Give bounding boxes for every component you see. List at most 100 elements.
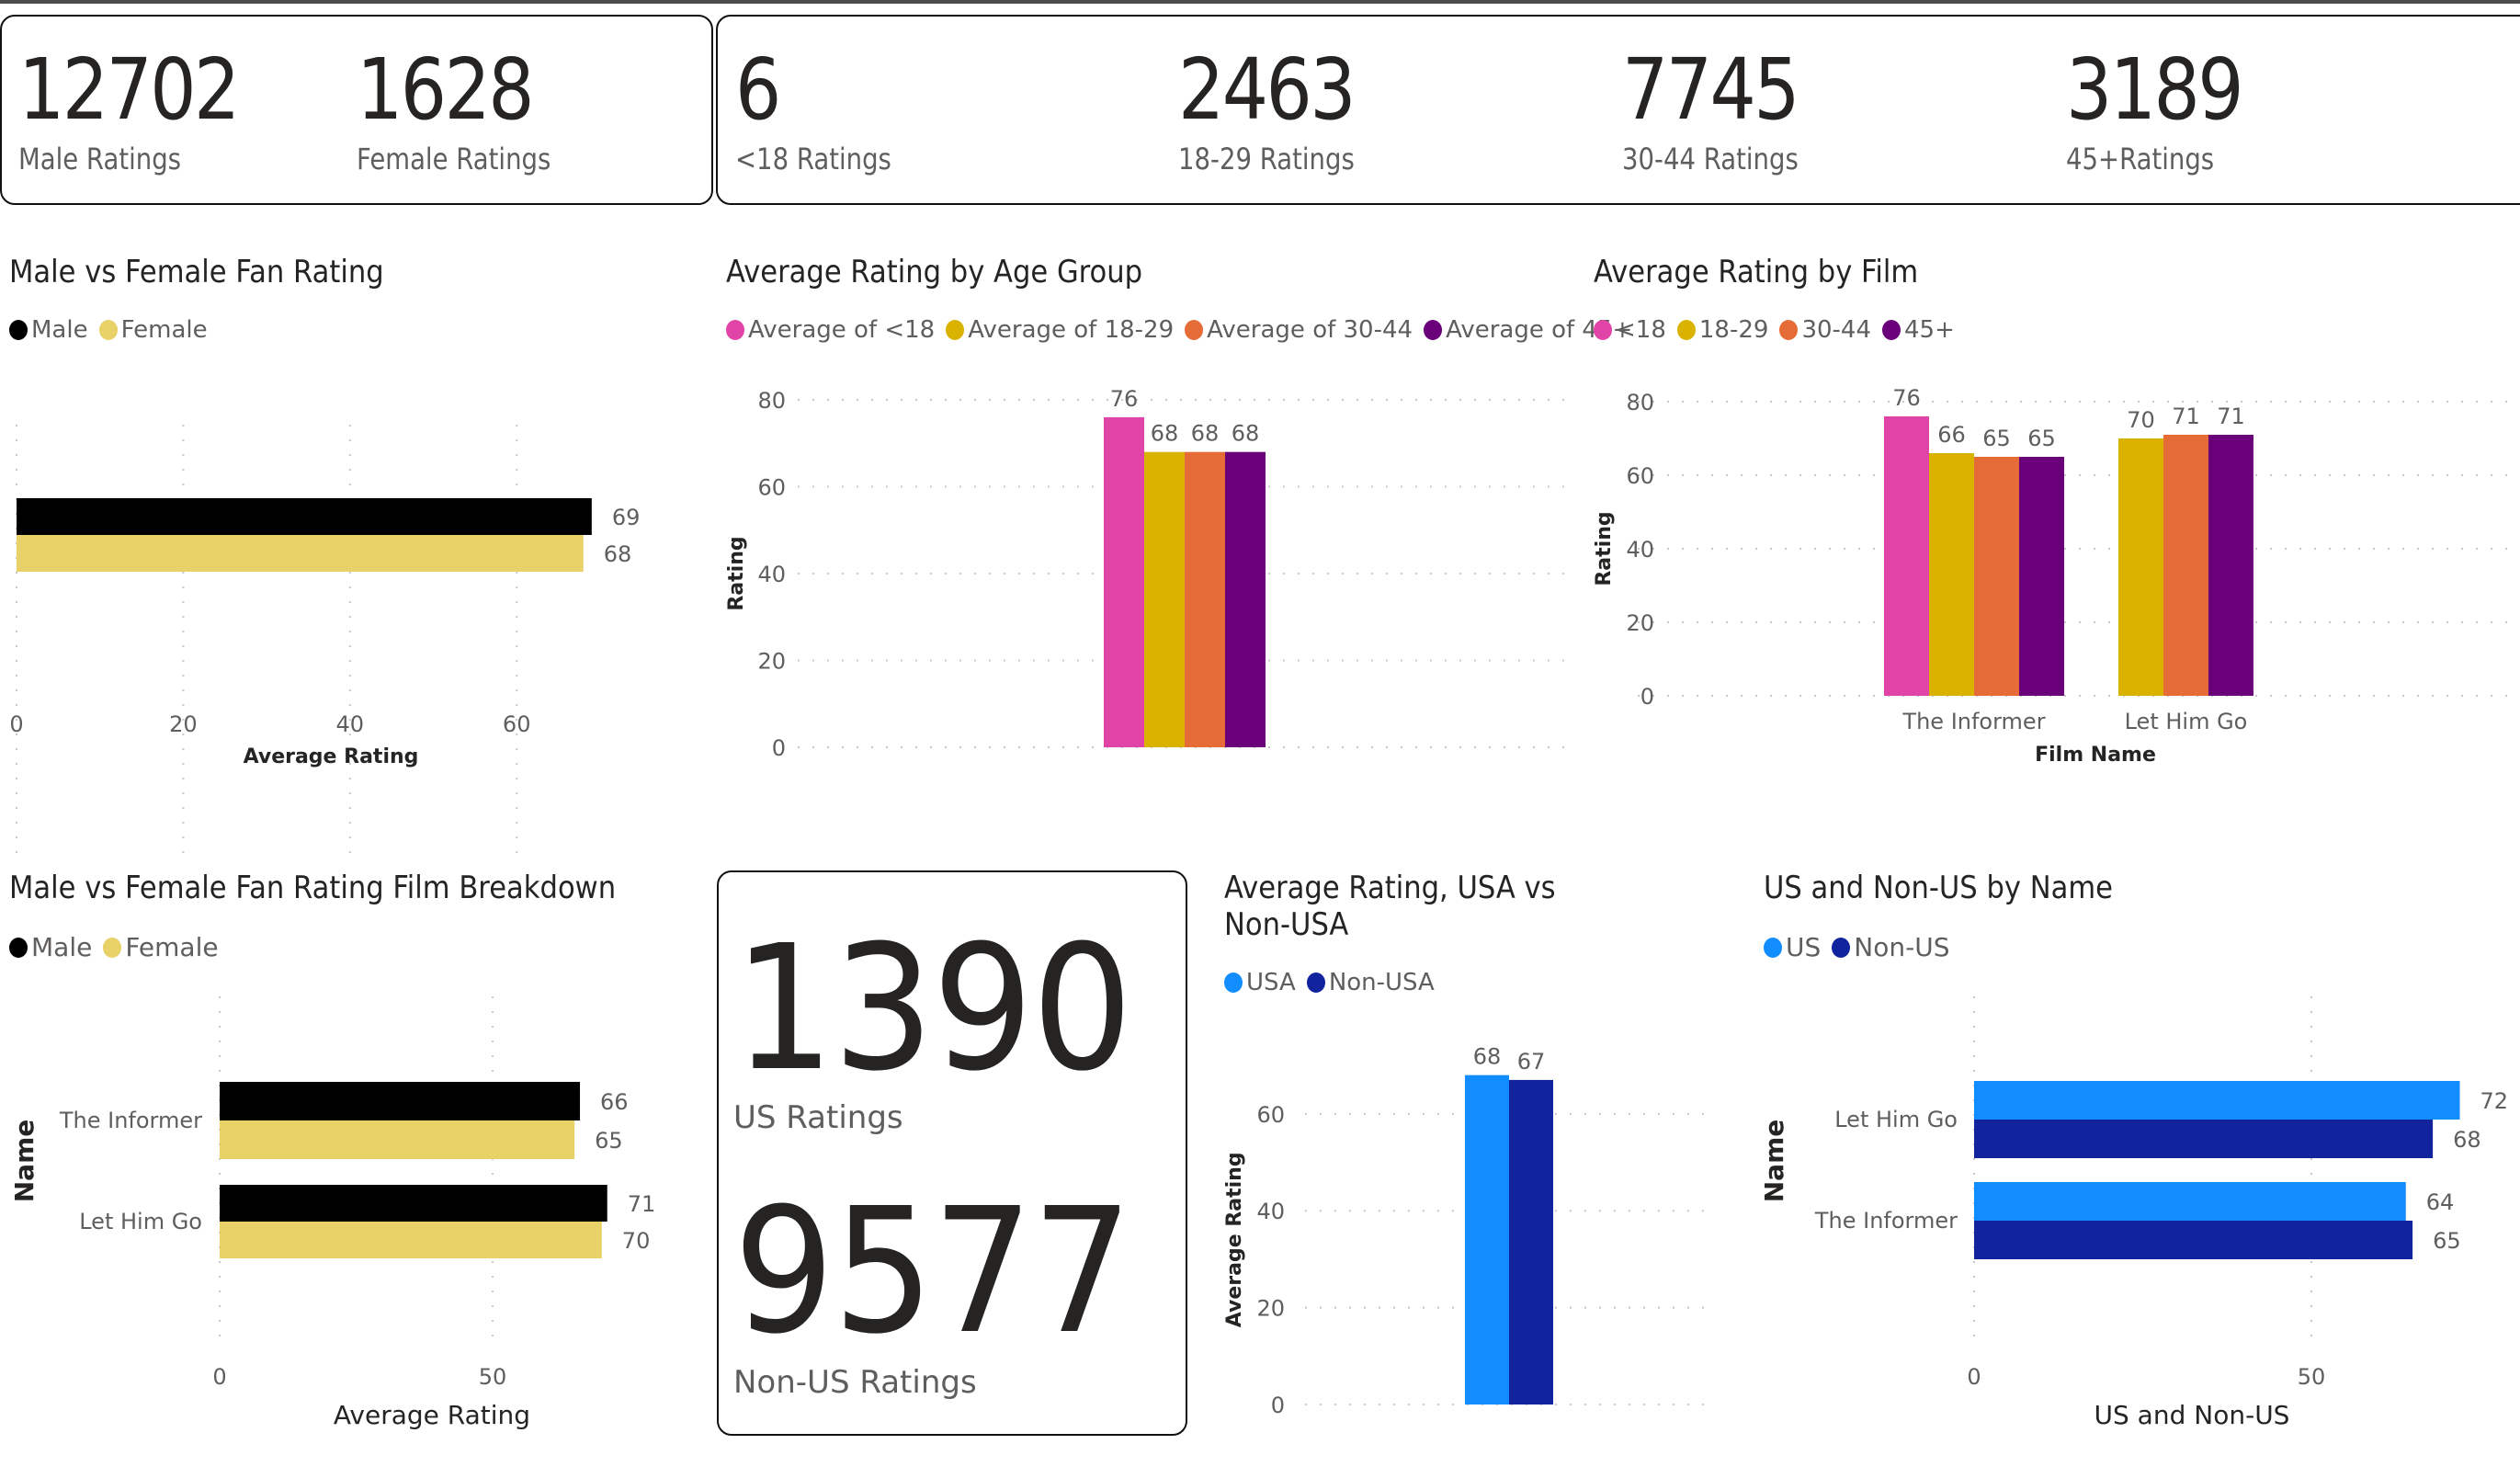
legend-dot-icon xyxy=(1764,937,1782,958)
bar-18-29[interactable] xyxy=(1929,453,1974,696)
x-axis-title: US and Non-US xyxy=(2094,1400,2290,1430)
kpi-card-region xyxy=(717,870,1187,1436)
legend-dot-icon xyxy=(1594,320,1612,340)
data-label: 68 xyxy=(2453,1127,2481,1153)
kpi-label: 45+Ratings xyxy=(2066,142,2215,176)
legend-item[interactable]: 18-29 xyxy=(1676,316,1768,344)
bar-45-[interactable] xyxy=(2019,457,2064,696)
legend-item[interactable]: Non-US xyxy=(1832,932,1949,962)
legend-item[interactable]: Female xyxy=(98,316,208,344)
legend-item[interactable]: Male xyxy=(9,932,92,962)
bar-average-of-18-29[interactable] xyxy=(1144,451,1185,747)
legend-label: Non-USA xyxy=(1328,969,1435,996)
legend-dot-icon xyxy=(946,320,965,340)
y-tick-label: 40 xyxy=(1626,537,1654,563)
bar-female[interactable] xyxy=(220,1222,602,1258)
chart-title-breakdown: Male vs Female Fan Rating Film Breakdown xyxy=(9,870,617,906)
bar-45-[interactable] xyxy=(2208,435,2253,696)
y-tick-label: 60 xyxy=(1256,1102,1285,1128)
y-tick-label: 60 xyxy=(1626,463,1654,489)
x-tick-label: 50 xyxy=(479,1364,507,1390)
legend-label: Average of 30-44 xyxy=(1207,316,1413,344)
x-tick-label: 0 xyxy=(1967,1364,1981,1390)
legend-dot-icon xyxy=(9,320,28,340)
bar-usa[interactable] xyxy=(1465,1075,1509,1404)
data-label: 64 xyxy=(2426,1189,2455,1215)
bar-average-of-45-[interactable] xyxy=(1225,451,1266,747)
bar-average-of-30-44[interactable] xyxy=(1185,451,1225,747)
y-axis-title: Name xyxy=(9,1120,40,1203)
bar-18-29[interactable] xyxy=(2118,438,2163,696)
data-label: 71 xyxy=(2217,404,2245,429)
legend-label: 30-44 xyxy=(1801,316,1871,344)
category-label: The Informer xyxy=(59,1108,202,1133)
legend-item[interactable]: Female xyxy=(103,932,219,962)
y-tick-label: 20 xyxy=(1626,610,1654,636)
bar--18[interactable] xyxy=(1884,416,1929,696)
legend-item[interactable]: 45+ xyxy=(1882,316,1955,344)
kpi-value: 3189 xyxy=(2066,40,2244,139)
x-axis-title: Average Rating xyxy=(334,1400,530,1430)
y-tick-label: 0 xyxy=(1640,684,1654,710)
legend-dot-icon xyxy=(1185,320,1204,340)
legend-dot-icon xyxy=(98,320,118,340)
bar-female[interactable] xyxy=(220,1120,575,1159)
legend-label: Female xyxy=(125,932,219,962)
bar-us[interactable] xyxy=(1974,1182,2406,1221)
bar-30-44[interactable] xyxy=(1974,457,2019,696)
data-label: 70 xyxy=(622,1228,651,1254)
y-axis-title: Rating xyxy=(725,536,748,610)
kpi-us-ratings-value: 1390 xyxy=(733,908,1133,1109)
legend-item[interactable]: Male xyxy=(9,316,88,344)
legend-item[interactable]: Average of 18-29 xyxy=(946,316,1174,344)
y-tick-label: 40 xyxy=(1256,1199,1285,1224)
kpi-nonus-ratings-label: Non-US Ratings xyxy=(733,1364,977,1401)
bar-male[interactable] xyxy=(220,1082,581,1120)
x-axis-title: Average Rating xyxy=(244,745,419,768)
legend-item[interactable]: Average of 30-44 xyxy=(1185,316,1413,344)
legend-dot-icon xyxy=(1676,320,1696,340)
data-label: 71 xyxy=(628,1191,656,1217)
data-label: 68 xyxy=(604,541,632,567)
data-label: 76 xyxy=(1110,386,1139,412)
kpi-card-age xyxy=(716,15,2520,205)
bar-female[interactable] xyxy=(17,535,584,572)
legend-breakdown: Male Female xyxy=(9,932,230,962)
kpi-label: 30-44 Ratings xyxy=(1622,142,1799,176)
bar-male[interactable] xyxy=(220,1185,607,1222)
bar-us[interactable] xyxy=(1974,1081,2460,1120)
bar-non-us[interactable] xyxy=(1974,1221,2413,1259)
legend-label: Female xyxy=(120,316,208,344)
legend-item[interactable]: <18 xyxy=(1594,316,1666,344)
bar-30-44[interactable] xyxy=(2163,435,2208,696)
legend-label: 45+ xyxy=(1904,316,1955,344)
data-label: 68 xyxy=(1191,421,1220,447)
legend-gender: Male Female xyxy=(9,316,219,344)
data-label: 65 xyxy=(2027,426,2056,451)
legend-item[interactable]: Non-USA xyxy=(1306,969,1435,996)
legend-item[interactable]: USA xyxy=(1224,969,1296,996)
bar-male[interactable] xyxy=(17,498,592,535)
x-axis-title: Film Name xyxy=(2035,744,2156,767)
x-tick-label: 20 xyxy=(169,711,198,737)
legend-item[interactable]: Average of <18 xyxy=(726,316,935,344)
legend-dot-icon xyxy=(1779,320,1799,340)
kpi-value: 12702 xyxy=(18,40,240,139)
legend-item[interactable]: 30-44 xyxy=(1779,316,1871,344)
bar-average-of-18[interactable] xyxy=(1104,416,1144,747)
legend-item[interactable]: US xyxy=(1764,932,1821,962)
chart-title-film: Average Rating by Film xyxy=(1594,254,1919,290)
y-tick-label: 20 xyxy=(757,649,786,675)
chart-title-usa: Average Rating, USA vs Non-USA xyxy=(1224,870,1588,943)
bar-non-usa[interactable] xyxy=(1509,1079,1553,1404)
top-border xyxy=(0,0,2520,4)
kpi-label: 18-29 Ratings xyxy=(1178,142,1355,176)
kpi-label: Male Ratings xyxy=(18,142,181,176)
legend-dot-icon xyxy=(103,937,122,958)
legend-label: Male xyxy=(31,932,93,962)
bar-non-us[interactable] xyxy=(1974,1120,2434,1158)
y-tick-label: 0 xyxy=(772,735,786,761)
data-label: 67 xyxy=(1517,1049,1546,1075)
y-tick-label: 60 xyxy=(757,475,786,501)
legend-label: US xyxy=(1786,932,1822,962)
